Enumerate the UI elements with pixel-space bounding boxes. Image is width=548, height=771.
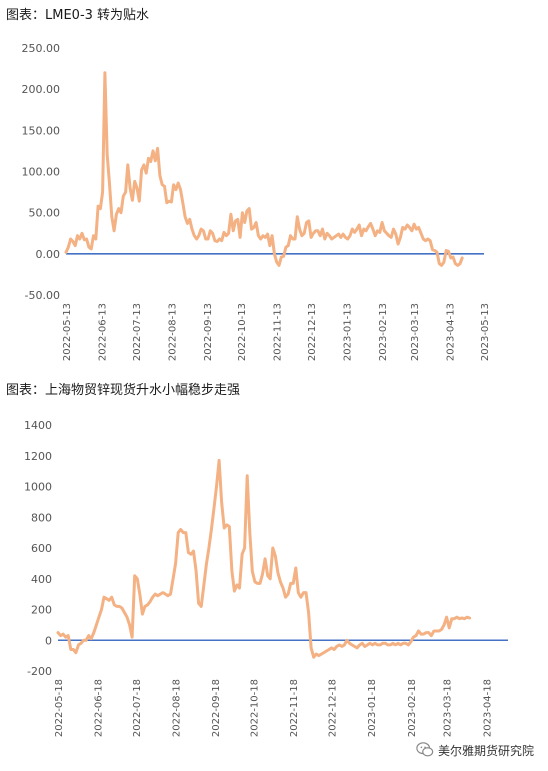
chart-1-xtick-label: 2022-09-13	[203, 303, 214, 361]
chart-1-ytick-label: 50.00	[29, 207, 61, 220]
watermark: 美尔雅期货研究院	[416, 740, 534, 760]
chart-1-xtick-label: 2022-08-13	[167, 303, 178, 361]
chart-1-ytick-label: 250.00	[22, 42, 61, 55]
chart-1-xtick-label: 2022-12-13	[307, 303, 318, 361]
chart-2-xtick-label: 2023-01-18	[367, 679, 378, 737]
chart-1-xtick-label: 2022-11-13	[273, 303, 284, 361]
chart-1-xtick-label: 2023-02-13	[378, 303, 389, 361]
chart-1-ytick-label: -50.00	[25, 289, 60, 302]
chart-2-ytick-label: 800	[31, 511, 52, 524]
chart-1-xtick-label: 2022-06-13	[98, 303, 109, 361]
chart-2-ytick-label: 1200	[24, 450, 52, 463]
chart-1-xtick-label: 2023-05-13	[480, 303, 491, 361]
chart-2-xtick-label: 2023-04-18	[482, 679, 493, 737]
chart-1-ytick-label: 100.00	[22, 166, 61, 179]
chart-1-ytick-label: 0.00	[36, 248, 61, 261]
chart-2-xtick-label: 2022-05-18	[54, 679, 65, 737]
chart-2-ytick-label: 200	[31, 604, 52, 617]
chart-2-series-line	[56, 458, 472, 659]
chart-1-series-line	[64, 71, 464, 267]
chart-1-xtick-label: 2022-10-13	[237, 303, 248, 361]
chart-2-xtick-label: 2022-10-18	[250, 679, 261, 737]
chart-1-xtick-label: 2022-07-13	[132, 303, 143, 361]
chart-1-xtick-label: 2022-05-13	[62, 303, 73, 361]
chart-2-title: 图表：上海物贸锌现货升水小幅稳步走强	[6, 383, 241, 398]
chart-2-ytick-label: 600	[31, 542, 52, 555]
chart-2-ytick-label: 0	[45, 634, 52, 647]
chart-2-xtick-label: 2022-11-18	[289, 679, 300, 737]
chart-1-ytick-label: 200.00	[22, 83, 61, 96]
chart-2-xtick-label: 2022-08-18	[172, 679, 183, 737]
chart-2-xtick-label: 2022-09-18	[211, 679, 222, 737]
chart-1-xtick-label: 2023-01-13	[343, 303, 354, 361]
chart-2-ytick-label: 400	[31, 573, 52, 586]
chart-2-ytick-label: 1400	[24, 419, 52, 432]
chart-2-xtick-label: 2022-06-18	[94, 679, 105, 737]
chart-2-ytick-label: 1000	[24, 481, 52, 494]
chart-2-ytick-label: -200	[27, 665, 52, 678]
watermark-text: 美尔雅期货研究院	[437, 743, 534, 758]
chart-2-xtick-label: 2022-07-18	[132, 679, 143, 737]
chart-1-xtick-label: 2023-03-13	[410, 303, 421, 361]
chart-1-ytick-label: 150.00	[22, 124, 61, 137]
chart-2-xtick-label: 2022-12-18	[328, 679, 339, 737]
wechat-icon	[416, 742, 434, 757]
chart-1-xtick-label: 2023-04-13	[446, 303, 457, 361]
chart-1-title: 图表：LME0-3 转为贴水	[6, 8, 150, 23]
chart-2-xtick-label: 2023-03-18	[443, 679, 454, 737]
chart-1-plot: 250.00200.00150.00100.0050.000.00-50.002…	[22, 42, 492, 361]
chart-2-xtick-label: 2023-02-18	[407, 679, 418, 737]
